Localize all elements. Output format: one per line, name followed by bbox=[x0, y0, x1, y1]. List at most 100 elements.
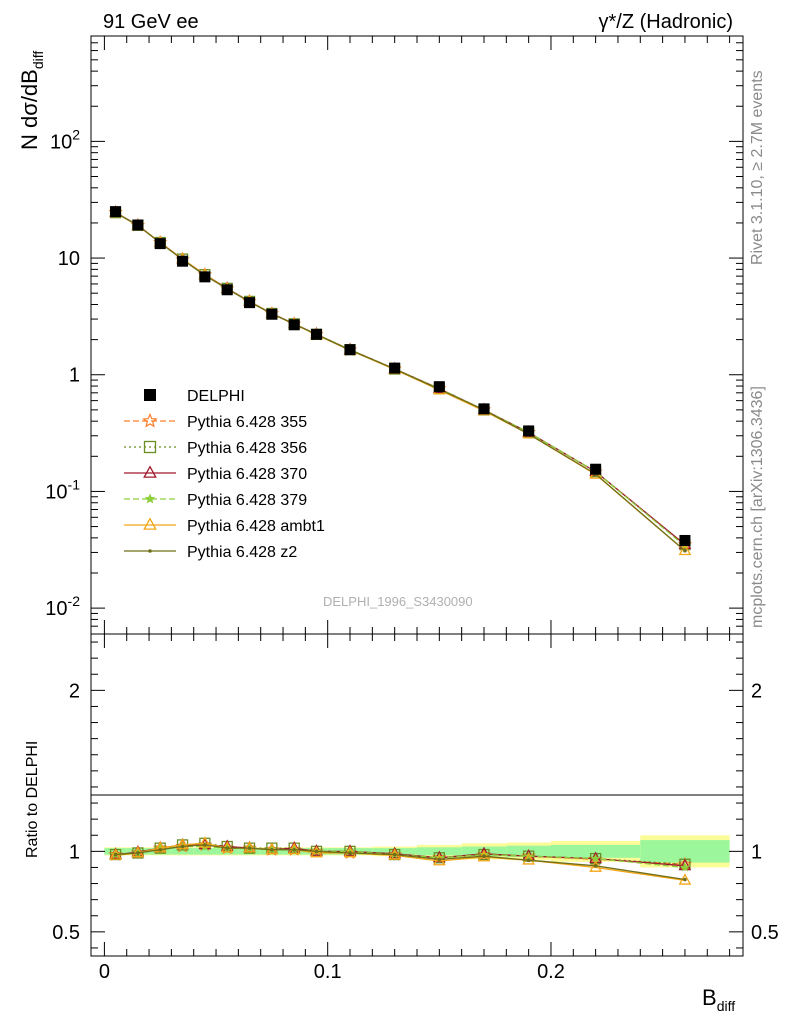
x-tick-label: 0 bbox=[99, 961, 110, 983]
legend-entry: Pythia 6.428 356 bbox=[124, 440, 307, 457]
data-point bbox=[154, 238, 166, 250]
data-point bbox=[288, 319, 300, 331]
legend-entry: Pythia 6.428 370 bbox=[124, 465, 307, 483]
analysis-watermark: DELPHI_1996_S3430090 bbox=[323, 594, 473, 609]
data-point bbox=[311, 328, 323, 340]
legend-entry: Pythia 6.428 ambt1 bbox=[124, 517, 325, 535]
ratio-axis-ticks bbox=[91, 634, 743, 956]
data-point bbox=[593, 864, 598, 868]
data-point bbox=[482, 854, 486, 858]
data-point bbox=[143, 440, 157, 454]
data-point bbox=[590, 853, 601, 863]
main-y-tick-label-exp: -1 bbox=[68, 476, 81, 492]
data-point bbox=[153, 841, 167, 853]
data-point bbox=[270, 847, 274, 852]
data-point bbox=[679, 534, 691, 546]
ratio-series-pythia-6-428-z2 bbox=[113, 843, 687, 882]
legend-label: Pythia 6.428 379 bbox=[187, 492, 307, 509]
legend-label: Pythia 6.428 356 bbox=[187, 440, 307, 457]
data-point bbox=[683, 548, 687, 553]
ratio-series-group bbox=[108, 836, 693, 885]
series-delphi bbox=[110, 206, 691, 546]
main-axis-ticks bbox=[91, 35, 743, 635]
data-point bbox=[158, 847, 163, 852]
data-point bbox=[110, 206, 122, 218]
stat-uncertainty-band bbox=[640, 840, 730, 863]
ratio-y-tick-label-left: 0.5 bbox=[52, 922, 80, 944]
x-axis-label-main: B bbox=[702, 985, 717, 1010]
data-point bbox=[266, 308, 278, 320]
main-series-group bbox=[108, 204, 693, 556]
mcplots-source-label: mcplots.cern.ch [arXiv:1306.3436] bbox=[749, 386, 766, 628]
main-y-axis-label-main: N dσ/dB bbox=[17, 69, 42, 150]
x-tick-label: 0.1 bbox=[314, 961, 342, 983]
main-y-tick-label: 10-1 bbox=[45, 476, 80, 503]
ratio-uncertainty-bands bbox=[104, 835, 730, 868]
data-point bbox=[678, 543, 692, 556]
legend-label: Pythia 6.428 370 bbox=[187, 466, 307, 483]
data-point bbox=[526, 858, 531, 863]
ratio-y-tick-label-right: 1 bbox=[751, 841, 762, 863]
data-point bbox=[522, 853, 535, 865]
legend-label: Pythia 6.428 z2 bbox=[187, 544, 297, 561]
data-point bbox=[142, 412, 158, 428]
data-point bbox=[247, 846, 252, 850]
data-point bbox=[392, 852, 397, 857]
rivet-version-label: Rivet 3.1.10, ≥ 2.7M events bbox=[749, 70, 766, 265]
x-axis-label: Bdiff bbox=[702, 985, 735, 1014]
data-point bbox=[199, 271, 211, 283]
data-point bbox=[176, 837, 189, 850]
data-point bbox=[389, 362, 401, 374]
main-y-tick-label-base: 10 bbox=[45, 481, 67, 503]
data-point bbox=[292, 847, 296, 852]
data-point bbox=[244, 297, 256, 309]
ratio-panel: 0.5 0.5 1 1 2 2 0 0.1 0.2 bbox=[52, 633, 779, 983]
data-point bbox=[203, 843, 207, 847]
data-point bbox=[348, 851, 352, 855]
ratio-y-tick-label-left: 1 bbox=[69, 841, 80, 863]
ratio-y-tick-label-left: 2 bbox=[69, 680, 80, 702]
data-point bbox=[198, 836, 212, 848]
stat-uncertainty-band bbox=[550, 844, 641, 858]
legend-label: Pythia 6.428 355 bbox=[187, 414, 307, 431]
main-y-tick-label: 10 bbox=[58, 248, 80, 270]
data-point bbox=[221, 284, 233, 296]
left-title: 91 GeV ee bbox=[103, 11, 199, 33]
data-point bbox=[144, 389, 156, 401]
main-y-tick-label: 10-2 bbox=[45, 593, 80, 620]
main-y-tick-label: 102 bbox=[50, 126, 80, 153]
x-tick-label: 0.2 bbox=[537, 961, 565, 983]
legend-entry: DELPHI bbox=[144, 388, 245, 405]
main-y-axis-label-sub: diff bbox=[30, 51, 46, 70]
main-y-axis-label: N dσ/dBdiff bbox=[17, 51, 46, 150]
main-y-tick-label-exp: -2 bbox=[68, 593, 81, 609]
data-point bbox=[113, 852, 118, 857]
data-point bbox=[143, 517, 157, 530]
main-y-tick-label-base: 10 bbox=[45, 598, 67, 620]
legend-entry: Pythia 6.428 z2 bbox=[124, 544, 297, 561]
stat-uncertainty-band bbox=[171, 848, 194, 855]
right-title: γ*/Z (Hadronic) bbox=[599, 11, 733, 33]
data-point bbox=[680, 862, 690, 872]
data-point bbox=[243, 841, 256, 853]
data-point bbox=[432, 853, 446, 866]
data-point bbox=[265, 842, 279, 855]
legend-entry: Pythia 6.428 379 bbox=[124, 492, 307, 509]
data-point bbox=[143, 465, 157, 478]
data-point bbox=[344, 344, 356, 356]
stat-uncertainty-band bbox=[193, 848, 217, 855]
x-axis-label-sub: diff bbox=[717, 998, 736, 1014]
data-point bbox=[225, 846, 230, 850]
main-y-tick-label-base: 1 bbox=[69, 365, 80, 387]
legend-label: Pythia 6.428 ambt1 bbox=[187, 518, 325, 535]
data-point bbox=[180, 844, 185, 849]
main-y-tick-label-base: 10 bbox=[50, 131, 72, 153]
data-point bbox=[144, 493, 156, 504]
data-point bbox=[437, 857, 442, 862]
ratio-y-tick-label-right: 2 bbox=[751, 680, 762, 702]
data-point bbox=[523, 425, 535, 437]
data-point bbox=[314, 849, 319, 854]
data-point bbox=[590, 463, 602, 475]
